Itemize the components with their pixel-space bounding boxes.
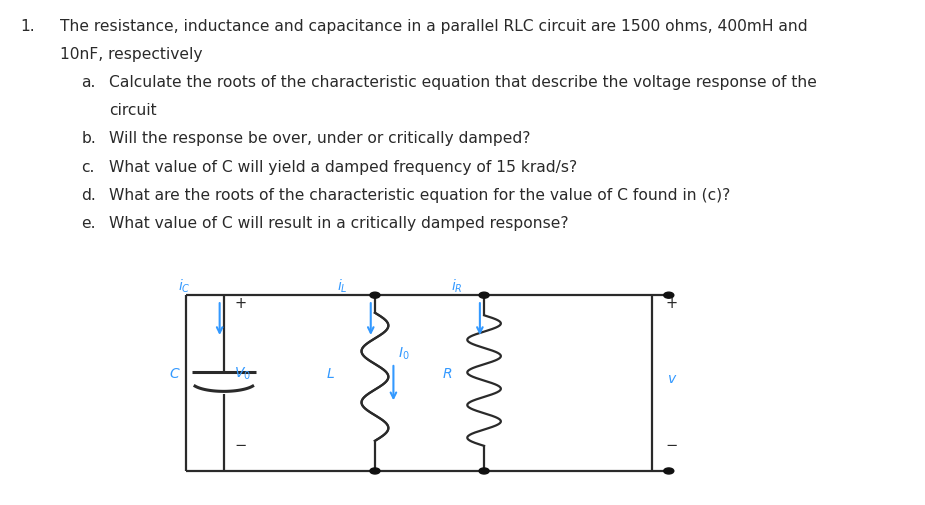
Text: e.: e. (81, 216, 95, 231)
Text: $-$: $-$ (664, 436, 677, 451)
Circle shape (664, 292, 673, 298)
Text: $V_0$: $V_0$ (234, 366, 251, 382)
Text: d.: d. (81, 188, 96, 203)
Text: Calculate the roots of the characteristic equation that describe the voltage res: Calculate the roots of the characteristi… (109, 75, 817, 90)
Text: $i_C$: $i_C$ (178, 277, 191, 294)
Text: $L$: $L$ (327, 367, 335, 381)
Circle shape (664, 468, 673, 474)
Text: What value of C will yield a damped frequency of 15 krad/s?: What value of C will yield a damped freq… (109, 160, 577, 175)
Circle shape (479, 468, 489, 474)
Text: c.: c. (81, 160, 94, 175)
Text: $+$: $+$ (664, 296, 677, 311)
Text: $+$: $+$ (234, 296, 247, 311)
Text: The resistance, inductance and capacitance in a parallel RLC circuit are 1500 oh: The resistance, inductance and capacitan… (60, 19, 808, 34)
Text: $-$: $-$ (234, 436, 247, 451)
Text: 10nF, respectively: 10nF, respectively (60, 47, 203, 62)
Text: a.: a. (81, 75, 95, 90)
Text: What are the roots of the characteristic equation for the value of C found in (c: What are the roots of the characteristic… (109, 188, 730, 203)
Circle shape (370, 292, 380, 298)
Text: circuit: circuit (109, 104, 156, 118)
Circle shape (479, 292, 489, 298)
Text: 1.: 1. (19, 19, 34, 34)
Text: b.: b. (81, 131, 96, 146)
Text: Will the response be over, under or critically damped?: Will the response be over, under or crit… (109, 131, 530, 146)
Text: $i_R$: $i_R$ (450, 277, 462, 294)
Text: What value of C will result in a critically damped response?: What value of C will result in a critica… (109, 216, 569, 231)
Text: $i_L$: $i_L$ (338, 277, 348, 294)
Text: $I_0$: $I_0$ (398, 346, 409, 363)
Text: $R$: $R$ (442, 367, 452, 381)
Text: $v$: $v$ (667, 372, 677, 386)
Text: $C$: $C$ (169, 367, 181, 381)
Circle shape (370, 468, 380, 474)
